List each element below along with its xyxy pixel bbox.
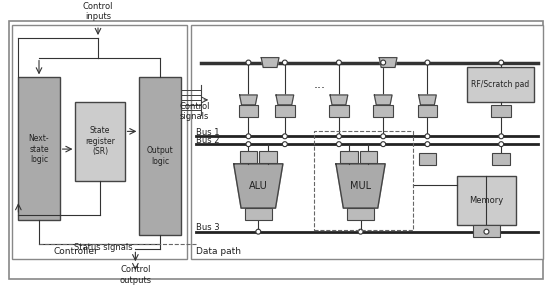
Circle shape: [358, 229, 363, 234]
Circle shape: [283, 134, 287, 139]
Bar: [275, 105, 295, 117]
Text: ALU: ALU: [249, 181, 268, 191]
Circle shape: [337, 134, 341, 139]
Circle shape: [499, 134, 503, 139]
Polygon shape: [379, 58, 397, 67]
Circle shape: [484, 229, 489, 234]
Bar: [467, 67, 534, 102]
Circle shape: [381, 142, 386, 147]
Bar: [418, 153, 436, 165]
Bar: [473, 225, 500, 236]
Polygon shape: [261, 58, 279, 67]
Bar: [238, 105, 258, 117]
Bar: [245, 208, 272, 220]
Circle shape: [425, 60, 430, 65]
Bar: [340, 151, 358, 163]
Polygon shape: [233, 164, 283, 208]
Polygon shape: [374, 95, 392, 105]
Text: RF/Scratch pad: RF/Scratch pad: [471, 80, 529, 89]
Circle shape: [283, 60, 287, 65]
Text: Controller: Controller: [54, 247, 98, 256]
Bar: [139, 77, 181, 235]
Circle shape: [246, 134, 251, 139]
Bar: [491, 105, 511, 117]
Bar: [347, 208, 374, 220]
Text: Bus 1: Bus 1: [197, 128, 220, 137]
Polygon shape: [336, 164, 385, 208]
Circle shape: [246, 142, 251, 147]
Text: Bus 2: Bus 2: [197, 136, 220, 145]
Polygon shape: [276, 95, 294, 105]
Text: Output
logic: Output logic: [147, 146, 173, 166]
Circle shape: [381, 134, 386, 139]
Text: State
register
(SR): State register (SR): [85, 126, 115, 156]
Bar: [457, 176, 516, 225]
Circle shape: [425, 142, 430, 147]
Text: Control
outputs: Control outputs: [119, 265, 151, 285]
Bar: [359, 151, 377, 163]
Text: Data path: Data path: [197, 247, 241, 256]
Circle shape: [283, 142, 287, 147]
Circle shape: [381, 60, 386, 65]
Bar: [18, 77, 60, 220]
Text: Control
signals: Control signals: [179, 102, 210, 121]
Circle shape: [425, 134, 430, 139]
Text: ...: ...: [314, 78, 325, 91]
Bar: [240, 151, 257, 163]
Text: Status signals: Status signals: [73, 243, 132, 252]
Text: Next-
state
logic: Next- state logic: [29, 134, 49, 164]
Bar: [259, 151, 277, 163]
Text: Bus 3: Bus 3: [197, 223, 220, 232]
Text: Memory: Memory: [469, 196, 503, 205]
Circle shape: [246, 60, 251, 65]
Bar: [314, 131, 413, 230]
Circle shape: [499, 60, 503, 65]
Polygon shape: [240, 95, 257, 105]
Polygon shape: [330, 95, 348, 105]
Circle shape: [337, 142, 341, 147]
Circle shape: [499, 142, 503, 147]
Text: MUL: MUL: [350, 181, 371, 191]
Bar: [418, 105, 437, 117]
Bar: [192, 25, 544, 259]
Bar: [373, 105, 393, 117]
Bar: [329, 105, 349, 117]
Polygon shape: [418, 95, 436, 105]
Circle shape: [256, 229, 261, 234]
Bar: [492, 153, 510, 165]
Circle shape: [337, 60, 341, 65]
Bar: [13, 25, 188, 259]
Text: Control
inputs: Control inputs: [83, 2, 113, 21]
Bar: [76, 102, 125, 181]
